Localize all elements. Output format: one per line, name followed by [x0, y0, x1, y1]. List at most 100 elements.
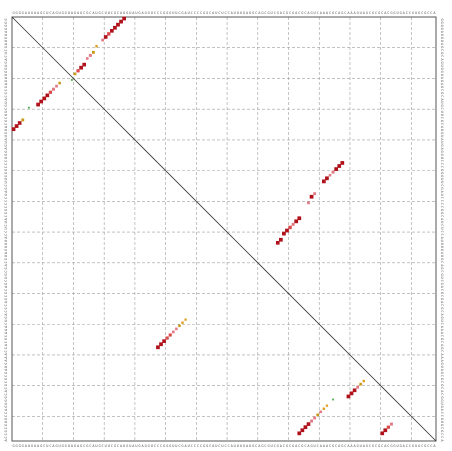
sequence-label-left: U	[4, 65, 8, 67]
sequence-label-bottom: A	[185, 444, 188, 448]
sequence-label-top: A	[350, 11, 353, 15]
sequence-label-right: C	[440, 270, 444, 272]
sequence-label-right: C	[440, 261, 444, 263]
lower-pair-dot	[51, 87, 55, 91]
lower-pair-dot	[362, 379, 366, 383]
sequence-label-top: G	[166, 11, 168, 15]
lower-pair-dot	[36, 102, 40, 107]
sequence-label-top: C	[317, 11, 319, 15]
sequence-label-right: C	[440, 206, 444, 208]
sequence-label-left: G	[4, 172, 8, 174]
upper-pair-dot	[313, 192, 317, 196]
sequence-label-bottom: C	[178, 444, 180, 448]
sequence-label-left: U	[4, 246, 8, 248]
sequence-label-top: A	[231, 11, 234, 15]
sequence-label-left: A	[4, 58, 8, 61]
sequence-label-top: G	[55, 11, 57, 15]
upper-pair-dot	[101, 38, 104, 42]
sequence-label-top: G	[126, 11, 128, 15]
sequence-label-left: C	[4, 184, 8, 186]
sequence-label-left: U	[4, 320, 8, 322]
sequence-label-top: G	[286, 11, 288, 15]
sequence-label-left: A	[4, 42, 8, 45]
sequence-label-right: C	[440, 117, 444, 119]
sequence-label-right: C	[440, 412, 444, 414]
sequence-label-top: U	[28, 11, 30, 15]
lower-pair-dot	[332, 398, 334, 401]
upper-pair-dot	[309, 194, 314, 199]
sequence-label-top: C	[375, 11, 377, 15]
sequence-label-top: A	[353, 11, 356, 15]
sequence-label-bottom: G	[98, 444, 100, 448]
sequence-label-left: G	[4, 104, 8, 106]
sequence-label-bottom: A	[231, 444, 234, 448]
sequence-label-right: C	[440, 415, 444, 417]
sequence-label-bottom: C	[200, 444, 202, 448]
sequence-label-bottom: A	[120, 444, 123, 448]
sequence-label-left: U	[4, 129, 8, 131]
sequence-label-bottom: U	[151, 444, 153, 448]
sequence-label-bottom: U	[240, 444, 242, 448]
sequence-label-left: A	[4, 30, 8, 33]
sequence-label-bottom: G	[148, 444, 150, 448]
sequence-label-right: U	[440, 129, 444, 131]
sequence-label-bottom: A	[132, 444, 135, 448]
sequence-label-top: G	[267, 11, 269, 15]
sequence-label-top: A	[433, 11, 436, 15]
sequence-label-right: U	[440, 40, 444, 42]
sequence-label-bottom: C	[298, 444, 300, 448]
sequence-label-bottom: G	[126, 444, 128, 448]
sequence-label-left: C	[4, 224, 8, 226]
sequence-label-left: G	[4, 18, 8, 20]
sequence-label-top: G	[114, 11, 116, 15]
sequence-label-right: G	[440, 18, 444, 20]
sequence-label-right: A	[440, 58, 444, 61]
sequence-label-left: C	[4, 163, 8, 165]
sequence-label-bottom: C	[194, 444, 196, 448]
sequence-label-right: U	[440, 65, 444, 67]
sequence-label-left: A	[4, 325, 8, 328]
sequence-label-top: G	[372, 11, 374, 15]
sequence-label-bottom: A	[92, 444, 95, 448]
sequence-label-top: G	[16, 11, 18, 15]
sequence-label-bottom: U	[129, 444, 131, 448]
sequence-label-left: U	[4, 366, 8, 368]
sequence-label-right: C	[440, 289, 444, 291]
sequence-label-left: C	[4, 230, 8, 232]
sequence-label-bottom: G	[292, 444, 294, 448]
sequence-label-left: G	[4, 399, 8, 401]
sequence-label-left: G	[4, 292, 8, 294]
sequence-label-left: C	[4, 436, 8, 438]
sequence-label-top: G	[390, 11, 392, 15]
sequence-label-top: G	[341, 11, 343, 15]
sequence-label-right: G	[440, 347, 444, 349]
sequence-label-right: U	[440, 227, 444, 229]
sequence-label-bottom: C	[264, 444, 266, 448]
sequence-label-top: A	[52, 11, 55, 15]
sequence-label-right: C	[440, 49, 444, 51]
sequence-label-left: C	[4, 89, 8, 91]
sequence-label-bottom: C	[427, 444, 429, 448]
sequence-label-bottom: U	[221, 444, 223, 448]
upper-pair-dot	[91, 50, 95, 54]
sequence-label-left: U	[4, 277, 8, 279]
lower-pair-dot	[184, 318, 187, 321]
sequence-label-bottom: U	[34, 444, 36, 448]
lower-pair-dot	[11, 127, 16, 132]
sequence-label-bottom: A	[258, 444, 261, 448]
sequence-label-bottom: C	[304, 444, 306, 448]
sequence-label-left: G	[4, 347, 8, 349]
sequence-label-right: C	[440, 184, 444, 186]
sequence-label-left: A	[4, 389, 8, 392]
sequence-label-right: A	[440, 356, 444, 359]
sequence-label-right: G	[440, 273, 444, 275]
sequence-label-right: A	[440, 83, 444, 86]
upper-pair-dot	[107, 32, 111, 36]
sequence-label-top: C	[421, 11, 423, 15]
sequence-label-top: U	[95, 11, 97, 15]
sequence-label-right: U	[440, 246, 444, 248]
sequence-label-right: C	[440, 393, 444, 395]
sequence-label-top: G	[412, 11, 414, 15]
sequence-label-bottom: U	[172, 444, 174, 448]
upper-pair-dot	[291, 222, 295, 226]
